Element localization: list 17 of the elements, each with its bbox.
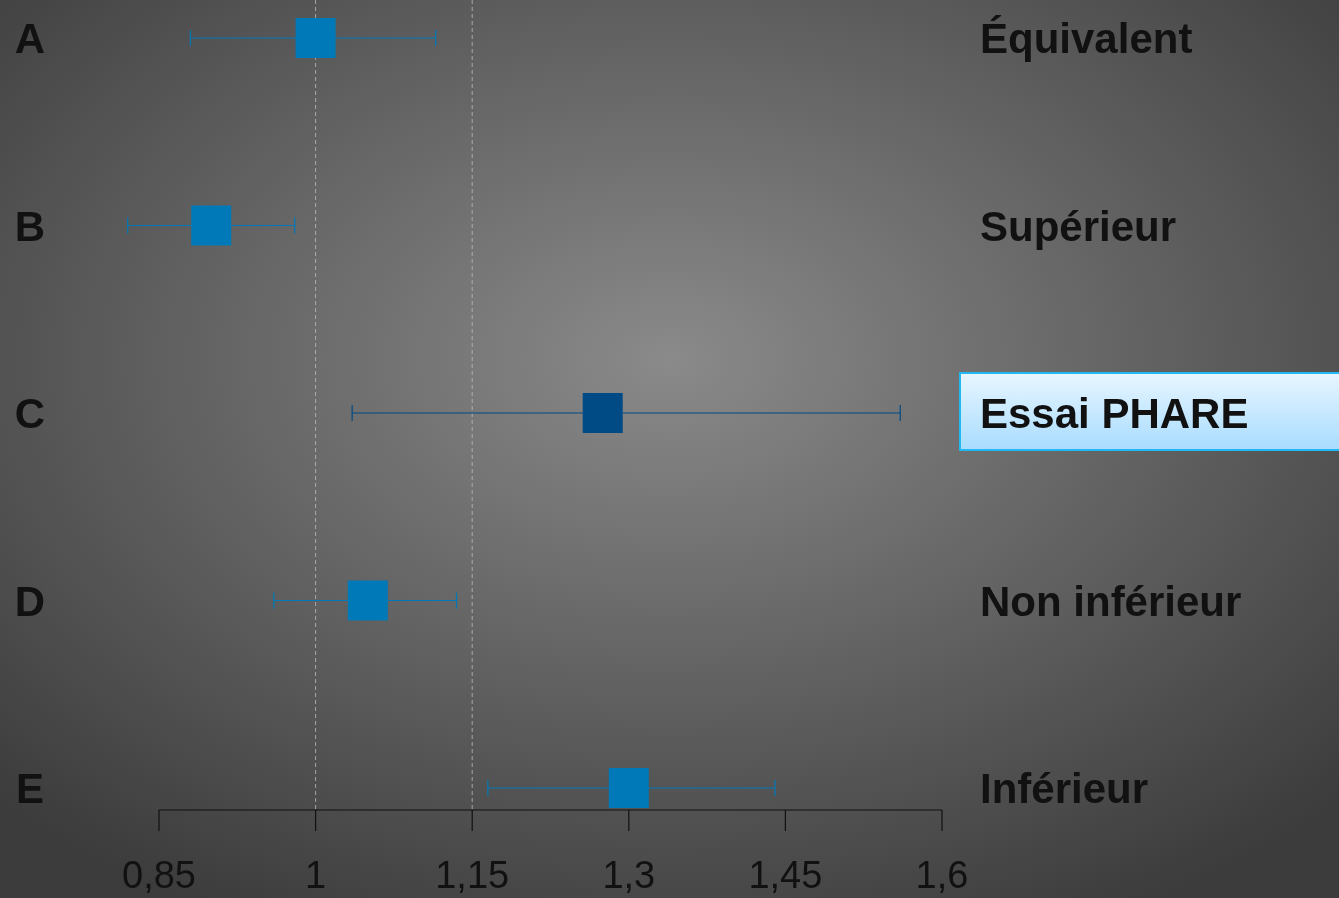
x-tick-label: 1,45 [748,854,823,896]
y-tick-label: B [14,202,46,250]
x-tick-label: 1,15 [435,854,510,896]
y-tick-label: C [14,390,46,437]
point [191,205,232,246]
text: Non inférieur [980,577,1242,625]
x-tick-label: 1,3 [602,854,656,896]
text: Supérieur [980,202,1177,250]
text: Inférieur [980,765,1149,812]
y-tick-label: D [14,577,46,625]
y-tick-label: A [14,15,46,62]
text: Essai PHARE [980,390,1249,437]
point [608,768,649,808]
text: Équivalent [980,15,1193,62]
point [295,18,336,58]
point [582,393,623,433]
point [347,580,388,621]
